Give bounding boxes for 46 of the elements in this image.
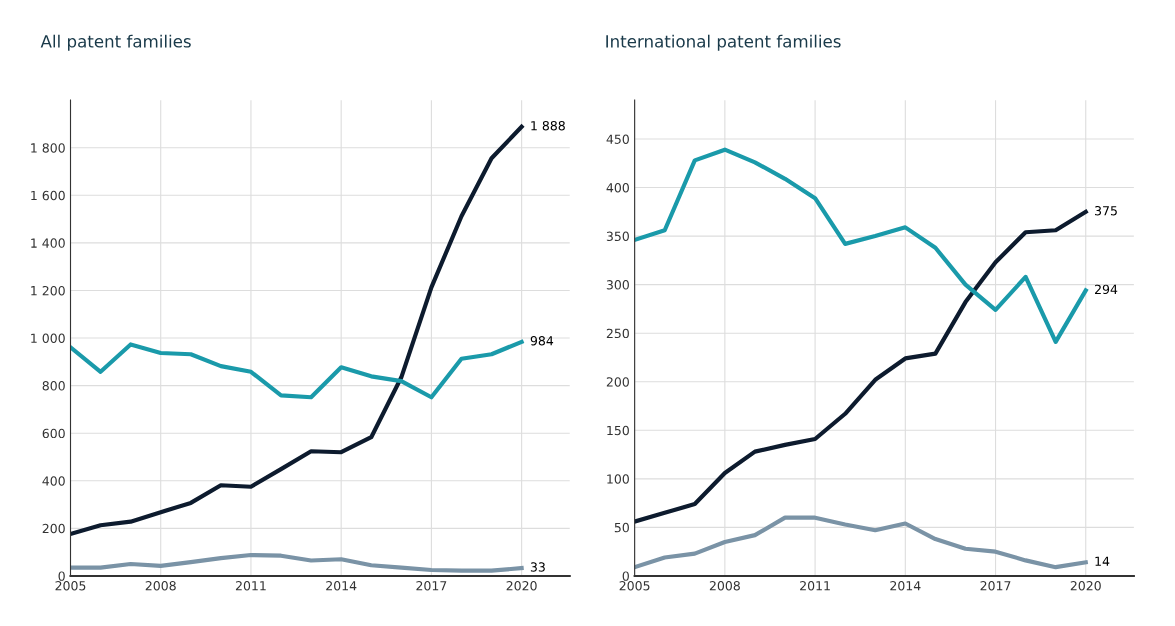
data-label: 294 — [1095, 284, 1118, 295]
x-tick-label: 2020 — [506, 581, 537, 591]
y-tick-label: 100 — [607, 474, 629, 484]
line-series — [70, 552, 524, 573]
line-series — [70, 124, 524, 537]
line-series — [634, 515, 1088, 570]
y-tick-label: 800 — [42, 381, 65, 391]
y-tick-label: 450 — [606, 134, 629, 144]
data-label: 33 — [530, 562, 545, 572]
y-tick-label: 400 — [42, 476, 65, 486]
x-tick-label: 2011 — [800, 581, 830, 591]
line-series — [634, 209, 1088, 524]
y-tick-label: 1 800 — [31, 143, 65, 153]
y-tick-label: 150 — [607, 425, 629, 436]
y-tick-label: 1 000 — [31, 333, 65, 343]
x-tick-label: 2005 — [619, 581, 650, 591]
x-tick-label: 2005 — [55, 581, 86, 591]
y-tick-label: 1 400 — [31, 238, 65, 248]
x-tick-label: 2017 — [416, 581, 447, 591]
data-label: 984 — [530, 336, 554, 346]
y-tick-label: 350 — [606, 231, 629, 242]
data-label: 1 888 — [531, 120, 565, 131]
y-tick-label: 400 — [606, 183, 629, 193]
x-tick-label: 2011 — [235, 581, 266, 591]
y-tick-label: 1 600 — [31, 190, 65, 201]
line-series — [634, 147, 1088, 345]
x-tick-label: 2017 — [980, 581, 1011, 591]
x-tick-label: 2008 — [145, 581, 176, 591]
data-label: 375 — [1095, 205, 1117, 216]
chart-title: International patent families — [606, 34, 841, 51]
x-tick-label: 2008 — [709, 581, 740, 591]
y-tick-label: 0 — [622, 571, 629, 581]
y-tick-label: 0 — [58, 571, 65, 581]
y-tick-label: 200 — [606, 377, 629, 387]
data-label: 14 — [1095, 556, 1110, 566]
line-series — [70, 339, 524, 400]
y-tick-label: 1 200 — [31, 285, 65, 296]
x-tick-label: 2014 — [890, 581, 921, 591]
y-tick-label: 300 — [606, 280, 629, 290]
y-tick-label: 200 — [42, 523, 65, 534]
chart-title: All patent families — [40, 34, 191, 51]
x-tick-label: 2014 — [326, 581, 357, 591]
x-tick-label: 2020 — [1070, 581, 1101, 591]
y-tick-label: 600 — [42, 428, 65, 439]
y-tick-label: 50 — [614, 522, 629, 533]
y-tick-label: 250 — [606, 328, 629, 339]
